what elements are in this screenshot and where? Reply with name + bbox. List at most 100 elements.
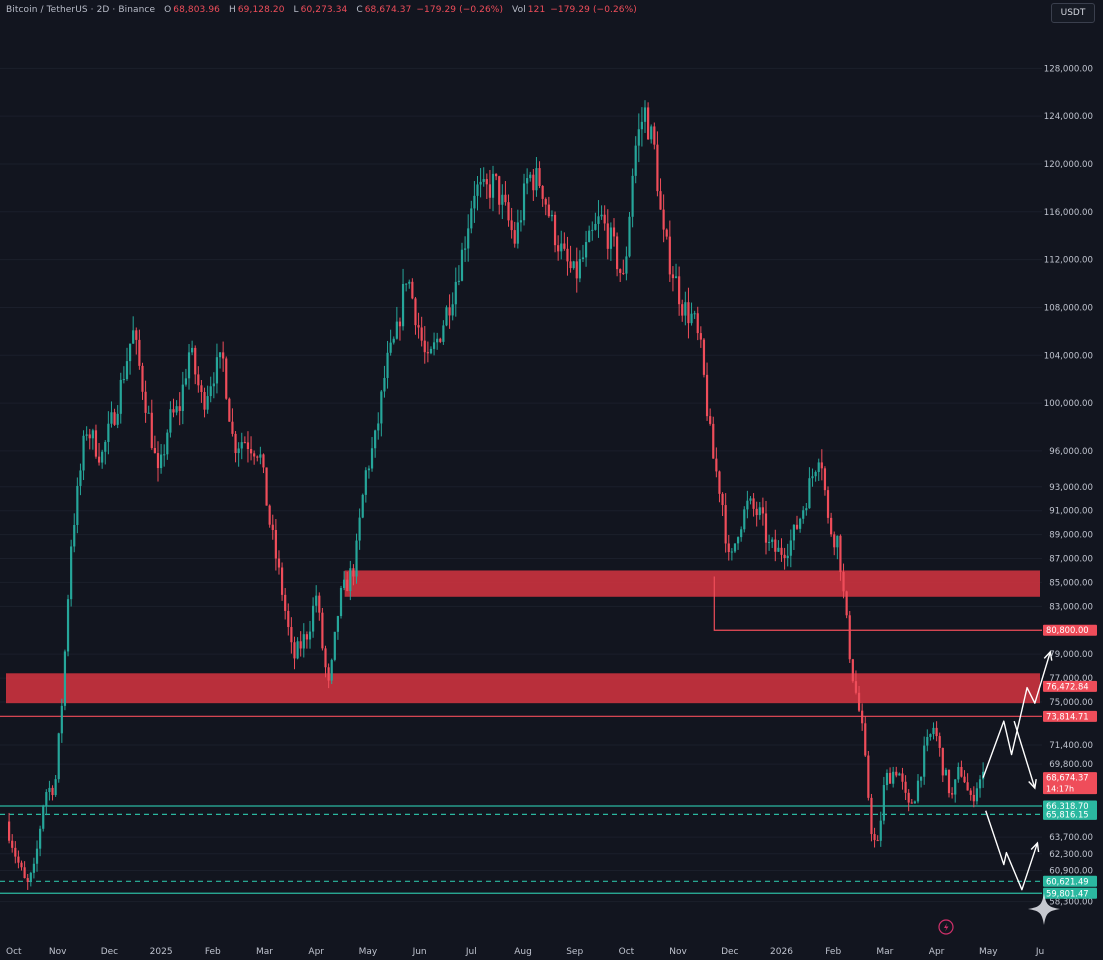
candle-body — [606, 223, 609, 249]
candle-body — [311, 605, 315, 632]
x-tick-label: May — [359, 947, 378, 957]
candle-body — [718, 471, 721, 494]
candle-body — [305, 634, 308, 640]
candle-body — [370, 448, 374, 469]
candle-body — [516, 222, 519, 244]
candle-body — [377, 423, 380, 431]
candle-body — [792, 524, 796, 541]
candle-body — [600, 214, 603, 217]
candle-body — [696, 313, 699, 334]
candle-body — [426, 352, 429, 354]
candle-body — [414, 298, 417, 326]
low-value: 60,273.34 — [300, 5, 348, 15]
x-tick-label: Ju — [1035, 947, 1044, 957]
candle-body — [11, 840, 14, 848]
candle-body — [870, 797, 873, 835]
candle-body — [169, 409, 172, 433]
candle-body — [532, 174, 535, 191]
currency-button[interactable]: USDT — [1051, 3, 1095, 23]
candle-body — [845, 591, 848, 616]
candle-body — [705, 374, 709, 417]
candle-body — [194, 347, 197, 375]
volume-value: 121 — [527, 5, 546, 15]
candle-body — [522, 183, 526, 221]
candle-body — [389, 342, 392, 353]
candle-body — [383, 377, 386, 392]
candle-body — [901, 773, 904, 782]
candle-body — [625, 256, 628, 274]
candle-body — [938, 736, 941, 748]
candle-body — [789, 540, 792, 556]
candle-body — [795, 524, 799, 529]
price-tag-label: 80,800.00 — [1046, 625, 1089, 635]
candle-body — [650, 126, 653, 140]
candle-body — [975, 788, 979, 802]
candle-body — [454, 281, 457, 305]
candle-body — [327, 667, 330, 681]
candle-body — [861, 710, 864, 724]
candle-body — [910, 802, 913, 804]
candle-body — [721, 493, 724, 506]
y-tick-label: 71,400.00 — [1049, 741, 1093, 751]
y-tick-label: 60,900.00 — [1049, 867, 1093, 877]
sparkle-icon — [1028, 893, 1060, 925]
candle-body — [417, 325, 420, 328]
candle-body — [588, 230, 591, 243]
candle-body — [346, 579, 349, 591]
candle-body — [935, 727, 938, 737]
resistance-zone — [6, 673, 1040, 704]
price-tag-label: 76,472.84 — [1046, 681, 1089, 691]
candle-body — [88, 434, 91, 439]
x-tick-label: Feb — [205, 947, 221, 957]
candle-body — [163, 454, 166, 456]
candle-body — [786, 555, 789, 559]
candle-body — [76, 485, 79, 526]
candle-body — [249, 449, 253, 454]
symbol-title: Bitcoin / TetherUS · 2D · Binance — [6, 5, 156, 15]
candle-body — [392, 338, 395, 343]
candle-body — [752, 498, 755, 509]
candle-body — [408, 281, 411, 284]
candle-body — [197, 374, 200, 386]
candle-body — [246, 442, 250, 450]
candle-body — [57, 733, 60, 780]
candle-body — [733, 543, 737, 552]
candle-body — [867, 755, 870, 798]
candle-body — [584, 242, 588, 258]
candle-body — [333, 631, 336, 660]
y-tick-label: 100,000.00 — [1044, 399, 1093, 409]
candle-body — [299, 641, 302, 649]
resistance-zone — [344, 570, 1040, 597]
candle-body — [557, 245, 560, 252]
candle-body — [104, 441, 107, 452]
candle-body — [550, 214, 554, 217]
candle-body — [848, 615, 851, 660]
candle-body — [262, 454, 265, 468]
candle-body — [470, 208, 473, 229]
candle-body — [318, 595, 321, 613]
candle-body — [448, 307, 451, 316]
candle-body — [513, 230, 516, 244]
y-tick-label: 87,000.00 — [1049, 555, 1093, 565]
candle-body — [42, 806, 45, 829]
y-tick-label: 62,300.00 — [1049, 850, 1093, 860]
candle-body — [879, 820, 882, 841]
candle-body — [609, 227, 612, 249]
candle-body — [619, 269, 622, 273]
price-tag — [1043, 800, 1097, 812]
candle-body — [467, 228, 470, 249]
x-tick-label: Sep — [566, 947, 583, 957]
candle-body — [336, 616, 340, 632]
candle-body — [253, 453, 256, 457]
candle-body — [681, 304, 684, 316]
candle-body — [91, 430, 94, 439]
x-tick-label: Nov — [49, 947, 67, 957]
candle-body — [259, 454, 262, 458]
candle-body — [495, 173, 498, 177]
candle-body — [94, 430, 98, 457]
candle-body — [947, 769, 951, 794]
candle-body — [982, 771, 985, 780]
candle-body — [591, 229, 594, 231]
lightning-icon[interactable] — [938, 919, 954, 935]
